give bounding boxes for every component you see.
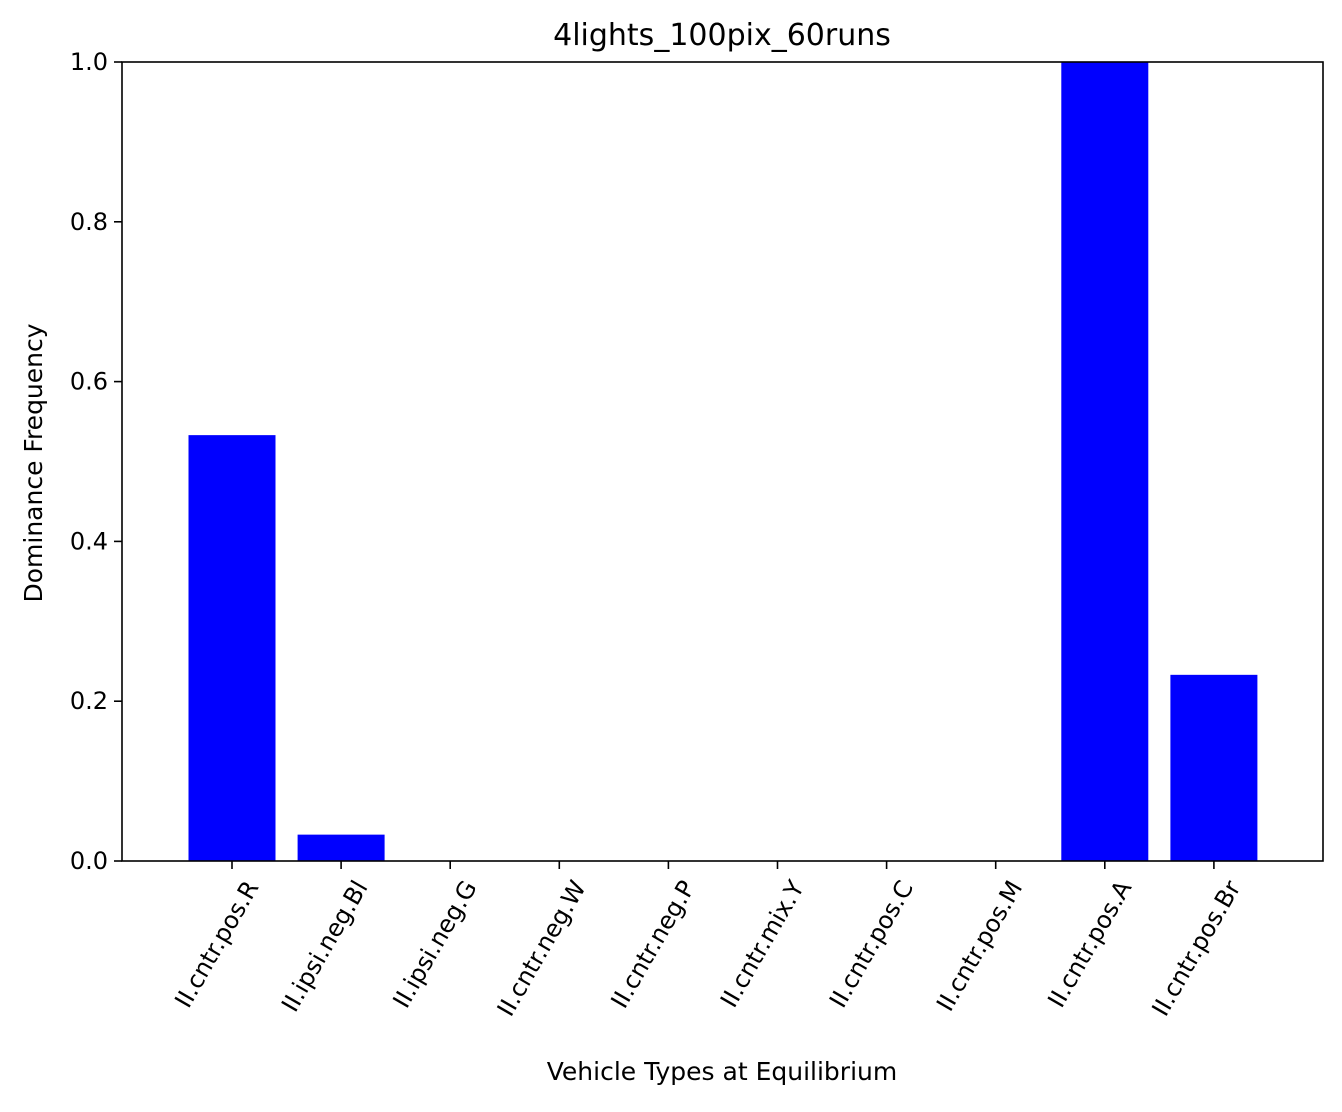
y-tick-label: 1.0 bbox=[70, 48, 108, 76]
bar bbox=[297, 834, 385, 861]
y-tick-label: 0.8 bbox=[70, 208, 108, 236]
bar bbox=[1170, 674, 1258, 861]
x-axis-label: Vehicle Types at Equilibrium bbox=[547, 1057, 897, 1086]
x-tick-label: II.cntr.mix.Y bbox=[715, 876, 810, 1013]
x-tick-label: II.cntr.pos.R bbox=[169, 876, 264, 1013]
x-tick-label: II.cntr.pos.C bbox=[824, 876, 919, 1013]
y-axis-ticks: 0.0 0.2 0.4 0.6 0.8 1.0 bbox=[70, 48, 122, 875]
chart-title: 4lights_100pix_60runs bbox=[553, 18, 891, 53]
x-tick-label: II.cntr.neg.P bbox=[605, 876, 700, 1013]
x-axis-ticks: II.cntr.pos.R II.ipsi.neg.Bl II.ipsi.neg.G… bbox=[169, 861, 1246, 1021]
x-tick-label: II.cntr.neg.W bbox=[492, 876, 592, 1021]
plot-frame bbox=[121, 61, 1324, 862]
y-tick-label: 0.2 bbox=[70, 687, 108, 715]
x-tick-label: II.ipsi.neg.Bl bbox=[276, 876, 373, 1017]
y-axis-label: Dominance Frequency bbox=[19, 323, 48, 602]
y-tick-label: 0.4 bbox=[70, 527, 108, 555]
x-tick-label: II.ipsi.neg.G bbox=[387, 876, 482, 1013]
x-tick-label: II.cntr.pos.M bbox=[931, 876, 1028, 1016]
bars-group bbox=[188, 62, 1258, 861]
bar bbox=[1061, 62, 1149, 861]
x-tick-label: II.cntr.pos.A bbox=[1042, 875, 1137, 1012]
y-tick-label: 0.0 bbox=[70, 847, 108, 875]
x-tick-label: II.cntr.pos.Br bbox=[1146, 876, 1246, 1021]
y-tick-label: 0.6 bbox=[70, 368, 108, 396]
bar bbox=[188, 435, 276, 861]
